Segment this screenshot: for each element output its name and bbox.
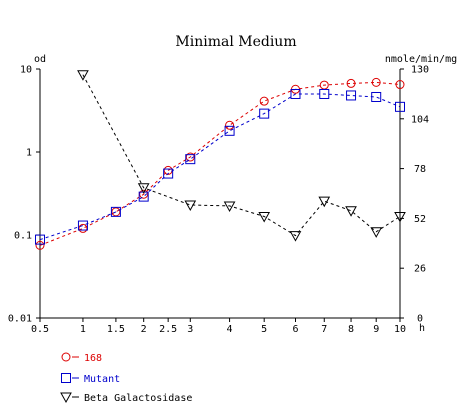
square-marker bbox=[259, 108, 270, 119]
left-tick-label: 0.01 bbox=[8, 314, 32, 325]
x-tick-label: 8 bbox=[348, 324, 354, 335]
legend-item: Beta Galactosidase bbox=[60, 392, 192, 404]
x-tick-label: 7 bbox=[321, 324, 327, 335]
square-marker bbox=[395, 101, 405, 112]
right-axis-ticks: 0 26 52 78 104 130 bbox=[400, 65, 429, 325]
x-axis-ticks: 0.5 1 1.5 2 2.5 3 4 5 6 7 8 9 10 bbox=[31, 318, 406, 335]
square-marker bbox=[371, 91, 382, 102]
x-tick-label: 10 bbox=[394, 324, 406, 335]
legend-item: Mutant bbox=[61, 373, 120, 385]
left-axis-label: od bbox=[34, 54, 46, 65]
square-marker bbox=[185, 154, 196, 165]
triangle-marker bbox=[345, 206, 357, 217]
right-tick-label: 104 bbox=[411, 114, 429, 125]
right-axis-label: nmole/min/mg bbox=[385, 54, 457, 65]
x-axis-unit: h bbox=[419, 323, 425, 334]
square-marker bbox=[290, 88, 301, 99]
series-line bbox=[39, 93, 401, 241]
legend-label: 168 bbox=[84, 353, 102, 364]
legend-square-marker bbox=[61, 373, 71, 383]
legend-circle-marker bbox=[61, 352, 71, 362]
square-marker bbox=[224, 125, 235, 136]
legend-label: Beta Galactosidase bbox=[84, 393, 192, 404]
triangle-marker bbox=[370, 227, 383, 238]
legend-item: 168 bbox=[61, 352, 102, 364]
legend-triangle-marker bbox=[60, 392, 72, 404]
right-tick-label: 130 bbox=[411, 65, 429, 76]
circle-marker bbox=[371, 77, 381, 87]
left-axis-ticks: 0.01 0.1 1 10 bbox=[8, 65, 40, 325]
circle-marker bbox=[346, 78, 356, 88]
x-tick-label: 2 bbox=[141, 324, 147, 335]
triangle-marker bbox=[318, 196, 331, 208]
square-marker bbox=[35, 234, 45, 245]
series-layer bbox=[35, 70, 406, 250]
right-tick-label: 26 bbox=[414, 264, 426, 275]
x-tick-label: 3 bbox=[187, 324, 193, 335]
right-tick-label: 0 bbox=[417, 314, 423, 325]
circle-marker bbox=[395, 80, 405, 90]
circle-marker bbox=[225, 120, 235, 130]
right-tick-label: 78 bbox=[414, 164, 426, 175]
chart-title: Minimal Medium bbox=[175, 34, 296, 50]
square-marker bbox=[77, 220, 88, 231]
series-2 bbox=[35, 88, 405, 245]
legend-label: Mutant bbox=[84, 374, 120, 385]
triangle-marker bbox=[77, 70, 89, 81]
square-marker bbox=[110, 206, 121, 217]
legend: 168 Mutant Beta Galactosidase bbox=[60, 352, 192, 404]
left-tick-label: 10 bbox=[20, 65, 32, 76]
circle-marker bbox=[35, 240, 45, 250]
triangle-marker bbox=[223, 201, 236, 212]
x-tick-label: 6 bbox=[292, 324, 298, 335]
series-line bbox=[82, 74, 401, 237]
x-tick-label: 1 bbox=[80, 324, 86, 335]
left-tick-label: 1 bbox=[26, 148, 32, 159]
triangle-marker bbox=[394, 211, 406, 223]
triangle-marker bbox=[258, 211, 271, 223]
x-tick-label: 2.5 bbox=[159, 324, 177, 335]
square-marker bbox=[346, 90, 357, 101]
square-marker bbox=[319, 88, 330, 99]
x-tick-label: 5 bbox=[261, 324, 267, 335]
x-tick-label: 0.5 bbox=[31, 324, 49, 335]
x-tick-label: 1.5 bbox=[107, 324, 125, 335]
right-tick-label: 52 bbox=[414, 214, 426, 225]
triangle-marker bbox=[137, 183, 150, 194]
triangle-marker bbox=[184, 200, 197, 212]
x-tick-label: 9 bbox=[373, 324, 379, 335]
series-3 bbox=[77, 70, 406, 242]
x-tick-label: 4 bbox=[227, 324, 233, 335]
triangle-marker bbox=[289, 231, 302, 242]
square-marker bbox=[163, 168, 174, 179]
circle-marker bbox=[259, 96, 269, 106]
left-tick-label: 0.1 bbox=[14, 231, 32, 242]
